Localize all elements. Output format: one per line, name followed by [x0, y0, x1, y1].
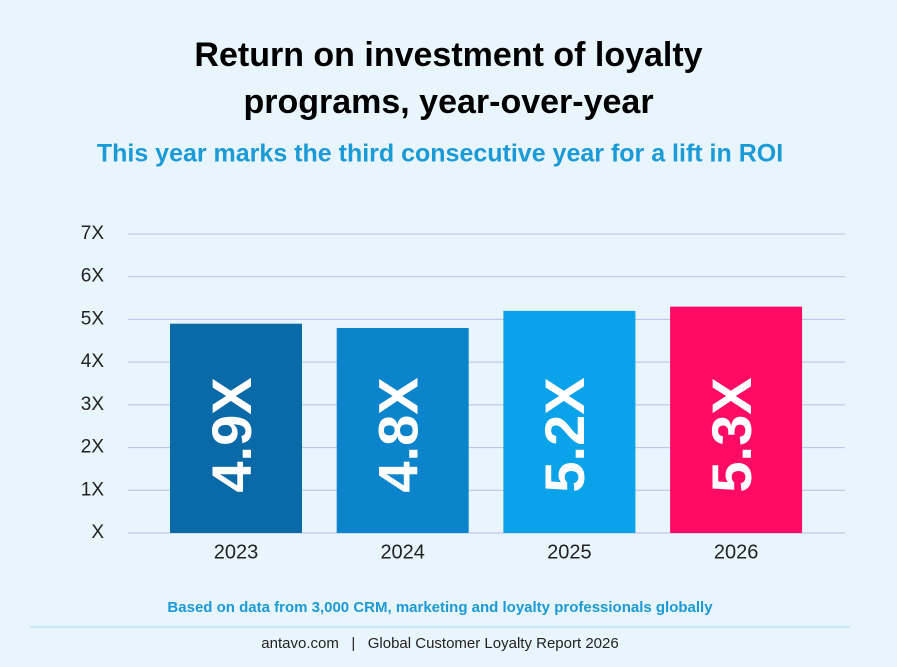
bar: [670, 306, 803, 533]
title-block: Return on investment of loyalty programs…: [0, 32, 897, 126]
bar: [336, 327, 469, 533]
x-tick-label: 2026: [714, 541, 759, 563]
y-tick-label: 7X: [81, 223, 105, 244]
y-tick-label: 5X: [81, 308, 105, 329]
y-tick-label: 6X: [81, 266, 105, 287]
x-tick-label: 2023: [214, 541, 259, 563]
chart-title: Return on investment of loyalty programs…: [194, 36, 703, 121]
y-tick-label: 4X: [81, 351, 105, 372]
bar-value-label: 5.2X: [533, 377, 596, 492]
y-tick-label: 2X: [81, 437, 105, 458]
y-tick-label: X: [91, 522, 104, 543]
chart-note: Based on data from 3,000 CRM, marketing …: [167, 599, 713, 616]
bar: [503, 310, 636, 533]
chart-source: antavo.com | Global Customer Loyalty Rep…: [261, 635, 618, 652]
bar-value-label: 4.8X: [366, 377, 429, 492]
bar-value-label: 4.9X: [200, 377, 263, 492]
chart-subtitle: This year marks the third consecutive ye…: [97, 140, 783, 168]
x-tick-label: 2025: [547, 541, 592, 563]
bar: [170, 323, 302, 533]
y-tick-label: 3X: [81, 394, 105, 415]
bar-value-label: 5.3X: [700, 377, 763, 492]
y-tick-label: 1X: [81, 479, 105, 500]
x-tick-label: 2024: [380, 541, 425, 563]
